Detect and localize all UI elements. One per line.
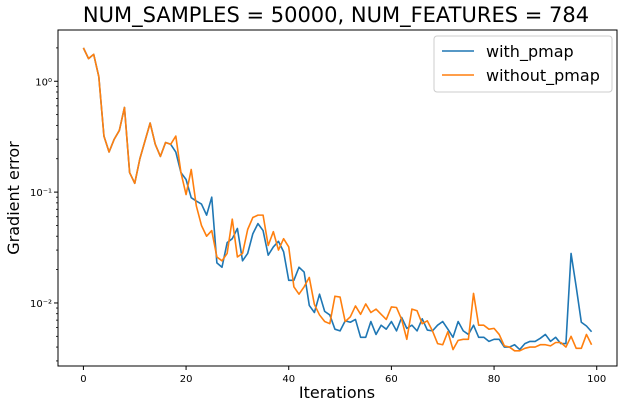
y-tick-label: 10⁻²	[30, 299, 52, 310]
y-tick-label: 10⁻¹	[30, 188, 52, 199]
plot-area-frame	[57, 29, 618, 367]
x-tick-label: 0	[80, 374, 86, 385]
x-axis-label: Iterations	[299, 383, 375, 402]
x-tick-label: 80	[488, 374, 501, 385]
x-tick-label: 40	[282, 374, 295, 385]
legend: with_pmap without_pmap	[433, 35, 613, 93]
y-axis-label: Gradient error	[4, 141, 23, 255]
x-tick-label: 60	[385, 374, 398, 385]
x-tick-label: 20	[180, 374, 193, 385]
legend-label-with-pmap: with_pmap	[486, 42, 574, 62]
legend-box	[433, 35, 613, 93]
chart-title: NUM_SAMPLES = 50000, NUM_FEATURES = 784	[83, 3, 589, 28]
x-tick-label: 100	[587, 374, 606, 385]
plot-series	[82, 47, 593, 352]
y-tick-label: 10⁰	[35, 77, 52, 88]
legend-label-without-pmap: without_pmap	[486, 66, 600, 86]
series-line-without-pmap	[82, 47, 593, 352]
